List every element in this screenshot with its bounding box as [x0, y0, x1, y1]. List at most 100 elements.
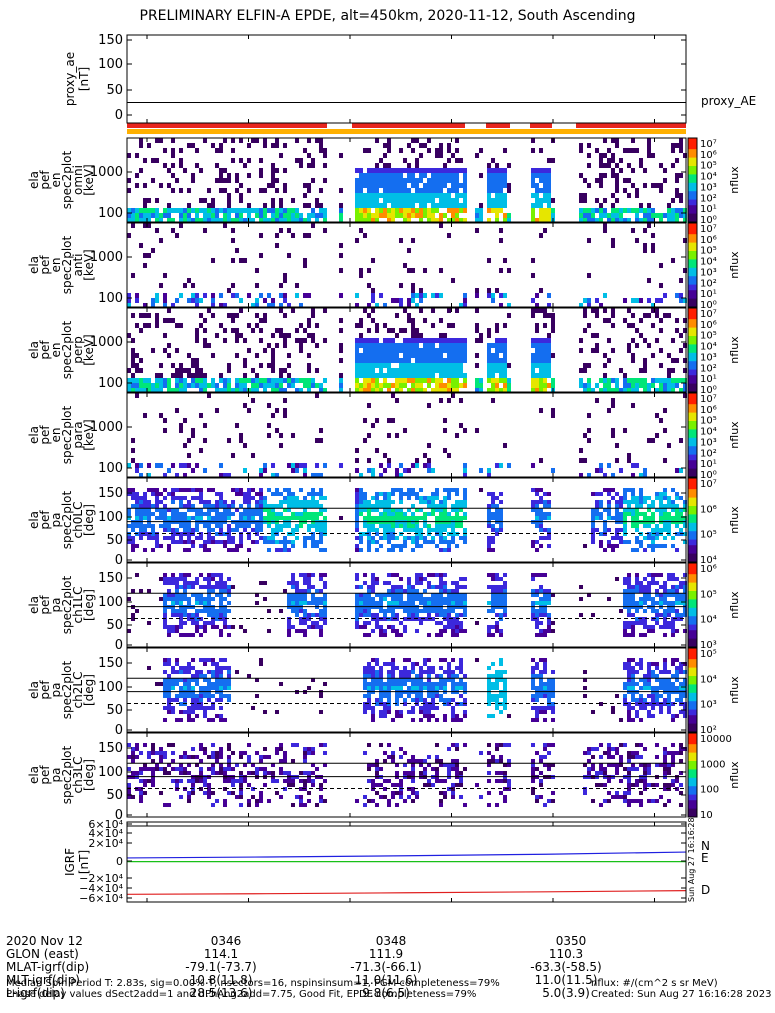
heat-cell — [227, 173, 231, 178]
heat-cell — [279, 328, 283, 333]
heat-cell — [215, 609, 219, 613]
heat-cell — [199, 585, 203, 589]
heat-cell — [155, 463, 159, 468]
heat-cell — [367, 609, 371, 613]
heat-cell — [143, 183, 147, 188]
heat-cell — [379, 702, 383, 706]
heat-cell — [387, 383, 391, 388]
heat-cell — [371, 682, 375, 686]
heat-cell — [451, 278, 455, 283]
heat-cell — [323, 218, 327, 223]
heat-cell — [659, 694, 663, 698]
heat-cell — [315, 516, 319, 520]
heat-cell — [195, 368, 199, 373]
heat-cell — [299, 573, 303, 577]
heat-cell — [315, 323, 319, 328]
heat-cell — [195, 577, 199, 581]
heat-cell — [299, 617, 303, 621]
heat-cell — [603, 373, 607, 378]
heat-cell — [131, 488, 135, 492]
heat-cell — [391, 358, 395, 363]
heat-cell — [623, 581, 627, 585]
heat-cell — [535, 662, 539, 666]
heat-cell — [155, 138, 159, 143]
heat-cell — [627, 678, 631, 682]
heat-cell — [655, 183, 659, 188]
heat-cell — [255, 528, 259, 532]
heat-cell — [287, 625, 291, 629]
heat-cell — [427, 706, 431, 710]
heat-cell — [127, 516, 131, 520]
heat-cell — [363, 532, 367, 536]
heat-cell — [375, 593, 379, 597]
heat-cell — [391, 188, 395, 193]
heat-cell — [163, 378, 167, 383]
heat-cell — [367, 373, 371, 378]
heat-cell — [443, 508, 447, 512]
heat-cell — [599, 544, 603, 548]
heat-cell — [163, 593, 167, 597]
heat-cell — [659, 363, 663, 368]
heat-cell — [599, 158, 603, 163]
heat-cell — [383, 532, 387, 536]
heat-cell — [539, 338, 543, 343]
heat-cell — [487, 388, 491, 393]
heat-cell — [675, 293, 679, 298]
heat-cell — [199, 706, 203, 710]
heat-cell — [259, 492, 263, 496]
heat-cell — [427, 383, 431, 388]
heat-cell — [455, 348, 459, 353]
heat-cell — [371, 589, 375, 593]
heat-cell — [211, 625, 215, 629]
heat-cell — [423, 682, 427, 686]
heat-cell — [223, 544, 227, 548]
heat-cell — [267, 208, 271, 213]
heat-cell — [203, 674, 207, 678]
heat-cell — [155, 373, 159, 378]
heat-cell — [683, 268, 687, 273]
heat-cell — [547, 516, 551, 520]
heat-cell — [619, 168, 623, 173]
heat-cell — [215, 678, 219, 682]
heat-cell — [187, 540, 191, 544]
heat-cell — [355, 338, 359, 343]
heat-cell — [459, 524, 463, 528]
heat-cell — [415, 368, 419, 373]
heat-cell — [195, 508, 199, 512]
heat-cell — [207, 528, 211, 532]
heat-cell — [503, 589, 507, 593]
heat-cell — [683, 540, 687, 544]
heat-cell — [239, 308, 243, 313]
heat-cell — [195, 218, 199, 223]
heat-cell — [431, 597, 435, 601]
heat-cell — [463, 378, 467, 383]
heat-cell — [367, 168, 371, 173]
heat-cell — [423, 143, 427, 148]
heat-cell — [463, 348, 467, 353]
heat-cell — [499, 694, 503, 698]
heat-cell — [183, 633, 187, 637]
heat-cell — [391, 593, 395, 597]
heat-cell — [435, 682, 439, 686]
heat-cell — [451, 203, 455, 208]
heat-cell — [287, 540, 291, 544]
heat-cell — [203, 328, 207, 333]
heat-cell — [247, 500, 251, 504]
heat-cell — [435, 633, 439, 637]
heat-cell — [299, 343, 303, 348]
heat-cell — [147, 378, 151, 383]
heat-cell — [495, 678, 499, 682]
heat-cell — [659, 218, 663, 223]
heat-cell — [443, 343, 447, 348]
heat-cell — [451, 504, 455, 508]
heat-cell — [423, 183, 427, 188]
heat-cell — [547, 198, 551, 203]
heat-cell — [383, 581, 387, 585]
heat-cell — [679, 601, 683, 605]
heat-cell — [487, 168, 491, 173]
heat-cell — [203, 338, 207, 343]
heat-cell — [415, 682, 419, 686]
heat-cell — [391, 298, 395, 303]
heat-cell — [187, 516, 191, 520]
heat-cell — [591, 308, 595, 313]
